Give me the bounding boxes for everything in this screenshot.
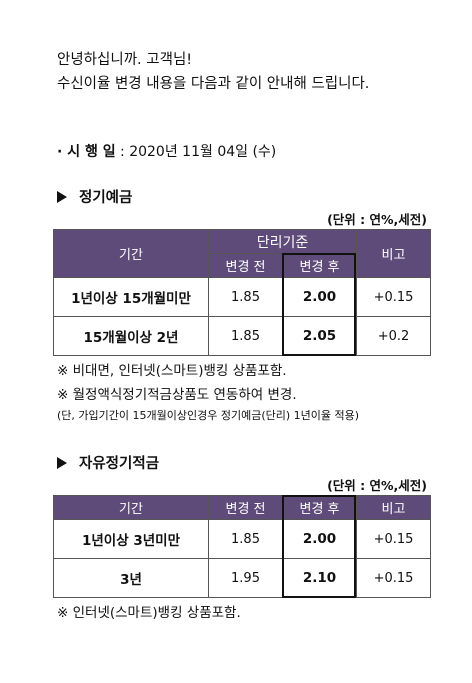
- period-cell: 1년이상 15개월미만: [53, 277, 209, 317]
- deposit-rate-table: 기간 단리기준 비고 변경 전 변경 후 1년이상 15개월미만 1.85 2.…: [53, 229, 431, 356]
- note-cell: +0.15: [356, 519, 431, 559]
- after-cell: 2.05: [282, 316, 357, 356]
- deposit-footnote: (단, 가입기간이 15개월이상인경우 정기예금(단리) 1년이율 적용): [57, 409, 360, 422]
- period-cell: 15개월이상 2년: [53, 316, 209, 356]
- note-cell: +0.2: [356, 316, 431, 356]
- note-cell: +0.15: [356, 277, 431, 317]
- after-cell: 2.10: [282, 558, 357, 598]
- header-note: 비고: [356, 229, 431, 278]
- deposit-note-2: ※ 월정액식정기적금상품도 연동하여 변경.: [57, 387, 297, 403]
- period-cell: 3년: [53, 558, 209, 598]
- period-cell: 1년이상 3년미만: [53, 519, 209, 559]
- header-group: 단리기준: [208, 229, 357, 254]
- note-cell: +0.15: [356, 558, 431, 598]
- deposit-note-1: ※ 비대면, 인터넷(스마트)뱅킹 상품포함.: [57, 363, 287, 379]
- after-cell: 2.00: [282, 519, 357, 559]
- greeting-line-2: 수신이율 변경 내용을 다음과 같이 안내해 드립니다.: [57, 76, 370, 92]
- triangle-bullet-icon: [57, 457, 67, 469]
- section-title-savings-text: 자유정기적금: [79, 456, 160, 472]
- effective-date: · 시 행 일 : 2020년 11월 04일 (수): [57, 141, 276, 161]
- unit-label-deposit: (단위 : 연%,세전): [327, 212, 427, 227]
- header-period: 기간: [53, 229, 209, 278]
- table-row: 1년이상 15개월미만 1.85 2.00 +0.15: [53, 277, 431, 317]
- greeting-line-1: 안녕하십니까. 고객님!: [57, 52, 193, 68]
- after-cell: 2.00: [282, 277, 357, 317]
- savings-note-1: ※ 인터넷(스마트)뱅킹 상품포함.: [57, 605, 241, 621]
- section-title-savings: 자유정기적금: [57, 452, 159, 473]
- header-before: 변경 전: [208, 495, 283, 520]
- table-row: 1년이상 3년미만 1.85 2.00 +0.15: [53, 519, 431, 559]
- header-note: 비고: [356, 495, 431, 520]
- section-title-deposit: 정기예금: [57, 186, 132, 207]
- header-after: 변경 후: [282, 253, 357, 278]
- effective-date-label: · 시 행 일: [57, 144, 116, 160]
- before-cell: 1.85: [208, 277, 283, 317]
- header-after: 변경 후: [282, 495, 357, 520]
- header-period: 기간: [53, 495, 209, 520]
- before-cell: 1.85: [208, 519, 283, 559]
- before-cell: 1.85: [208, 316, 283, 356]
- section-title-deposit-text: 정기예금: [79, 190, 133, 206]
- table-row: 3년 1.95 2.10 +0.15: [53, 558, 431, 598]
- header-before: 변경 전: [208, 253, 283, 278]
- table-row: 15개월이상 2년 1.85 2.05 +0.2: [53, 316, 431, 356]
- before-cell: 1.95: [208, 558, 283, 598]
- triangle-bullet-icon: [57, 191, 67, 203]
- unit-label-savings: (단위 : 연%,세전): [327, 478, 427, 493]
- savings-rate-table: 기간 변경 전 변경 후 비고 1년이상 3년미만 1.85 2.00 +0.1…: [53, 495, 431, 598]
- effective-date-value: : 2020년 11월 04일 (수): [115, 144, 277, 160]
